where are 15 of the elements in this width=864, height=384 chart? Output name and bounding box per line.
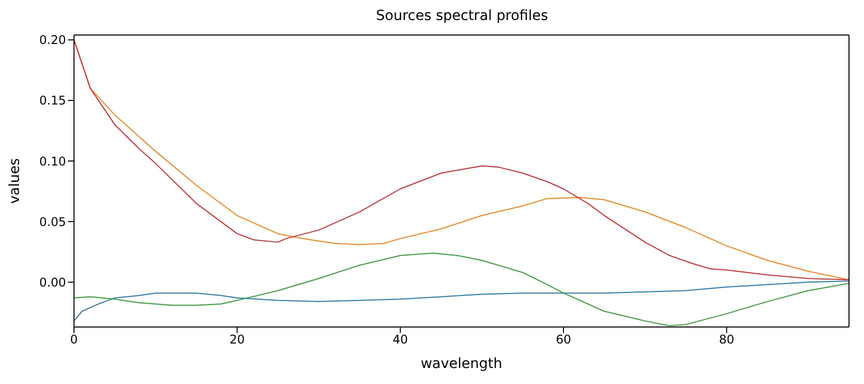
y-tick-label: 0.05 [39, 214, 66, 229]
x-tick-label: 0 [70, 332, 78, 347]
y-tick-label: 0.15 [39, 94, 66, 108]
y-tick-label: 0.10 [39, 154, 66, 168]
y-tick-label: 0.20 [39, 33, 66, 48]
line-series [74, 39, 849, 280]
x-tick-label: 60 [556, 332, 572, 347]
chart-title: Sources spectral profiles [375, 8, 549, 26]
line-series [74, 280, 849, 322]
y-axis-title: values [6, 158, 23, 204]
x-tick-label: 20 [230, 332, 245, 347]
x-tick-label: 80 [718, 332, 734, 347]
x-tick-label: 40 [392, 332, 408, 347]
x-axis-title: wavelength [420, 356, 502, 372]
y-tick-label: 0.00 [39, 275, 66, 290]
